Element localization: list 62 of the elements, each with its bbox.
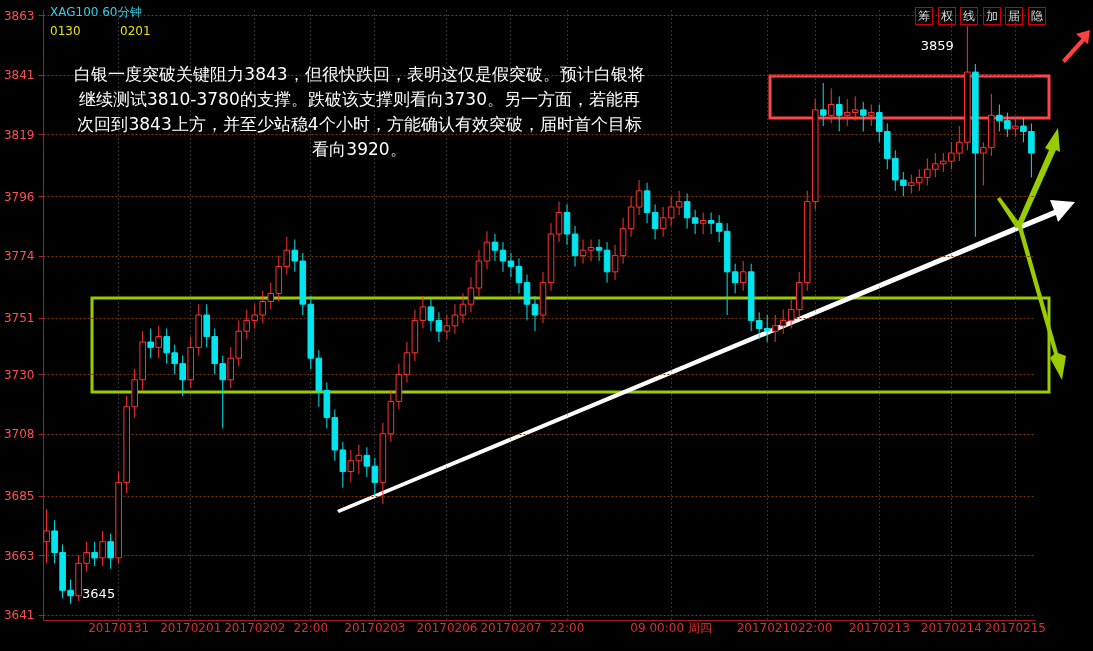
y-tick-label: 3796 bbox=[3, 189, 35, 204]
x-tick-label: 20170131 bbox=[88, 620, 150, 635]
y-tick-label: 3708 bbox=[3, 427, 35, 442]
candlestick bbox=[867, 103, 875, 127]
y-tick-label: 3819 bbox=[3, 127, 35, 142]
annotation: 3859 bbox=[920, 38, 954, 54]
x-tick-label: 20170202 bbox=[224, 620, 286, 635]
annotation: 隐 bbox=[1027, 7, 1046, 25]
x-tick-label: 20170214 bbox=[920, 620, 982, 635]
x-tick-label: 22:00 bbox=[549, 620, 585, 635]
annotation: 白银一度突破关键阻力3843，但很快跌回，表明这仅是假突破。预计白银将继续测试3810-3780的支撑。跌破该支撑则看向3730。另一方面，若能再次回到3843上方，并至少站稳4个小时，方能确认有效突破，届时首个目标看向3920。 bbox=[73, 63, 646, 161]
candlestick bbox=[531, 295, 539, 332]
annotation: 权 bbox=[937, 7, 956, 25]
y-tick-label: 3663 bbox=[3, 548, 35, 563]
x-tick-label: 20170201 bbox=[160, 620, 222, 635]
candlestick bbox=[835, 95, 843, 132]
candlestick bbox=[499, 241, 507, 273]
y-tick-label: 3685 bbox=[3, 489, 35, 504]
annotation: 筹 bbox=[915, 7, 933, 25]
candlestick bbox=[555, 201, 563, 243]
candlestick bbox=[563, 203, 571, 246]
candlestick bbox=[91, 541, 98, 567]
candlestick bbox=[699, 211, 707, 235]
candlestick bbox=[739, 260, 747, 292]
chart-title: XAG100 60分钟 bbox=[50, 4, 142, 21]
y-tick-label: 3730 bbox=[3, 367, 35, 382]
candlestick bbox=[43, 508, 50, 564]
candlestick bbox=[491, 233, 499, 262]
x-tick-label: 20170215 bbox=[984, 620, 1046, 635]
y-tick-label: 3863 bbox=[3, 8, 35, 23]
annotation: 届 bbox=[1005, 7, 1023, 25]
candlestick bbox=[1012, 117, 1019, 138]
x-tick-label: 22:00 bbox=[293, 620, 329, 635]
x-tick-label: 09 00:00 周四 bbox=[630, 620, 712, 635]
candlestick bbox=[507, 252, 515, 278]
y-tick-label: 3774 bbox=[3, 249, 35, 264]
x-tick-label: 20170206 bbox=[416, 620, 478, 635]
candlestick bbox=[483, 230, 491, 270]
candlestick bbox=[571, 225, 579, 267]
x-tick-label: 20170207 bbox=[480, 620, 542, 635]
y-tick-label: 3751 bbox=[3, 311, 35, 326]
candlestick bbox=[827, 87, 835, 124]
y-tick-label: 3841 bbox=[3, 68, 35, 83]
annotation: 0130 bbox=[50, 24, 81, 38]
x-tick-label: 22:00 bbox=[797, 620, 833, 635]
candlestick bbox=[99, 530, 106, 567]
candlestick bbox=[147, 328, 154, 359]
annotation: 加 bbox=[982, 7, 1001, 25]
y-tick-label: 3641 bbox=[3, 608, 35, 623]
candlestick bbox=[587, 238, 595, 262]
candlestick bbox=[515, 257, 523, 294]
candlestick bbox=[859, 101, 867, 132]
x-tick-label: 20170213 bbox=[848, 620, 910, 635]
x-tick-label: 20170210 bbox=[736, 620, 798, 635]
annotation: 线 bbox=[960, 7, 978, 25]
candlestick bbox=[155, 325, 162, 359]
annotation: 0201 bbox=[120, 24, 151, 38]
candlestick bbox=[523, 274, 531, 321]
annotation: 3645 bbox=[82, 585, 116, 601]
candlestick bbox=[107, 533, 114, 570]
x-tick-label: 20170203 bbox=[344, 620, 406, 635]
candlestick bbox=[819, 82, 827, 127]
